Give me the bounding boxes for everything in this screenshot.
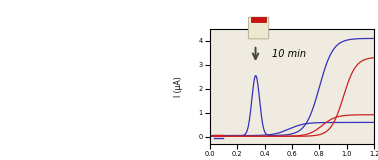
- Y-axis label: I (μA): I (μA): [175, 76, 183, 97]
- FancyBboxPatch shape: [248, 17, 269, 39]
- Bar: [251, 17, 266, 22]
- Text: 10 min: 10 min: [272, 49, 306, 59]
